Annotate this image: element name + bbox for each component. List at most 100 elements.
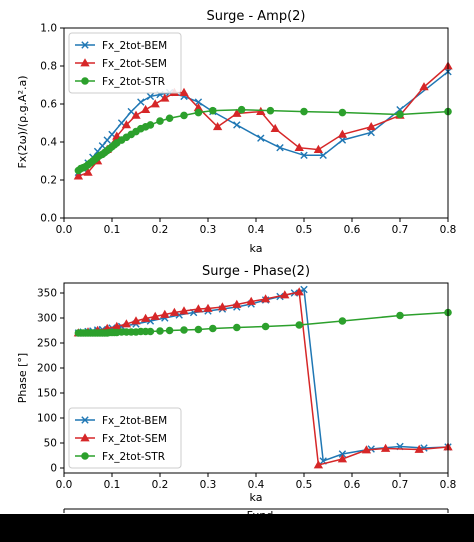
amp-data-point	[233, 121, 241, 129]
phase-ytick-label: 50	[44, 438, 57, 450]
phase-xtick-label: 0.0	[56, 479, 73, 491]
amp-legend-label: Fx_2tot-BEM	[102, 40, 167, 52]
amp-xtick-label: 0.4	[248, 224, 265, 236]
phase-ytick-label: 350	[37, 288, 57, 300]
phase-legend-label: Fx_2tot-SEM	[102, 433, 167, 445]
amp-data-point	[112, 131, 122, 140]
amp-series-fx_2tot-sem	[73, 61, 453, 180]
phase-data-point	[294, 287, 304, 296]
phase-data-point	[160, 309, 170, 318]
amp-ytick-label: 1.0	[40, 23, 57, 35]
amp-chart-frame	[63, 27, 449, 219]
phase-legend-label: Fx_2tot-BEM	[102, 415, 167, 427]
amp-xtick-label: 0.2	[152, 224, 169, 236]
amp-xtick-label: 0.0	[56, 224, 73, 236]
phase-data-point	[313, 460, 324, 469]
phase-chart-frame	[63, 282, 449, 474]
amp-data-point	[73, 171, 84, 180]
phase-chart: Surge - Phase(2) Phase [°] ka 0.0 0.1 0.2 0…	[16, 264, 456, 504]
amp-xtick-label: 0.5	[296, 224, 313, 236]
amp-data-point	[294, 142, 304, 152]
phase-data-point	[380, 443, 391, 452]
phase-xtick-label: 0.3	[200, 479, 217, 491]
phase-data-point	[179, 306, 189, 315]
amp-series-fx_2tot-str	[74, 105, 452, 175]
amp-ytick-label: 0.8	[40, 61, 57, 73]
phase-data-point	[209, 324, 217, 333]
phase-xtick-label: 0.8	[440, 479, 457, 491]
phase-ytick-label: 250	[37, 338, 57, 350]
amp-legend: Fx_2tot-BEM Fx_2tot-SEM Fx_2tot-STR	[68, 32, 182, 94]
phase-ytick-label: 100	[37, 413, 57, 425]
amp-data-point	[150, 99, 160, 108]
phase-data-point	[203, 303, 213, 312]
amp-xtick-label: 0.6	[344, 224, 361, 236]
phase-xtick-label: 0.5	[296, 479, 313, 491]
amp-ytick-label: 0.6	[40, 99, 57, 111]
amp-data-point	[194, 108, 203, 117]
amp-ytick-label: 0.0	[40, 213, 57, 225]
amp-data-point	[276, 144, 284, 152]
phase-data-point	[131, 316, 141, 325]
phase-data-point	[338, 450, 347, 458]
amp-data-point	[232, 108, 242, 117]
phase-chart-xlabel: ka	[250, 491, 263, 504]
amp-ytick-label: 0.4	[40, 137, 57, 149]
amp-data-point	[146, 121, 155, 129]
phase-data-point	[232, 299, 242, 308]
phase-ytick-label: 300	[37, 313, 57, 325]
amp-data-point	[313, 144, 324, 153]
amp-data-point	[160, 93, 170, 102]
amp-legend-label: Fx_2tot-SEM	[102, 58, 167, 70]
amp-data-point	[338, 108, 347, 117]
phase-data-point	[150, 311, 160, 320]
phase-xtick-label: 0.7	[392, 479, 409, 491]
phase-data-point	[280, 290, 290, 299]
amp-data-point	[127, 107, 135, 116]
phase-data-point	[193, 304, 204, 313]
amp-chart: Surge - Amp(2) Fx(2ω)/(ρ.g.A².a) ka 0.0 0…	[16, 9, 456, 255]
amp-xtick-label: 0.3	[200, 224, 217, 236]
amp-chart-ylabel: Fx(2ω)/(ρ.g.A².a)	[16, 75, 29, 168]
phase-data-point	[338, 317, 347, 325]
phase-data-point	[396, 311, 404, 320]
footer-bar	[0, 514, 474, 542]
amp-data-point	[338, 136, 347, 144]
amp-data-point	[179, 87, 189, 96]
amp-xtick-label: 0.1	[104, 224, 121, 236]
amp-data-point	[212, 121, 223, 131]
phase-chart-title: Surge - Phase(2)	[202, 264, 310, 279]
amp-chart-title: Surge - Amp(2)	[206, 9, 305, 24]
phase-data-point	[169, 307, 180, 316]
phase-data-point	[180, 326, 188, 334]
phase-legend-marker	[81, 416, 89, 424]
amp-legend-marker	[81, 77, 89, 85]
phase-series-fx_2tot-str	[74, 308, 452, 337]
phase-xtick-label: 0.6	[344, 479, 361, 491]
amp-legend-marker	[81, 41, 89, 49]
phase-legend-box	[68, 407, 182, 469]
phase-legend-marker	[81, 452, 89, 460]
amp-data-point	[131, 110, 141, 119]
phase-data-point	[146, 327, 155, 336]
phase-data-point	[414, 444, 424, 453]
amp-data-point	[257, 134, 265, 142]
amp-data-point	[83, 167, 93, 176]
amp-data-point	[156, 117, 164, 125]
amp-data-point	[121, 120, 132, 129]
phase-data-point	[337, 454, 348, 463]
phase-ytick-label: 150	[37, 388, 57, 400]
amp-xtick-label: 0.7	[392, 224, 409, 236]
amp-data-point	[367, 128, 375, 137]
phase-legend: Fx_2tot-BEM Fx_2tot-SEM Fx_2tot-STR	[68, 407, 182, 469]
amp-data-point	[209, 106, 217, 115]
phase-data-point	[260, 294, 271, 303]
amp-data-point	[419, 82, 429, 91]
amp-data-point	[194, 98, 203, 106]
phase-data-point	[194, 325, 203, 334]
amp-data-point	[237, 105, 246, 114]
amp-data-point	[300, 107, 308, 116]
phase-xtick-label: 0.2	[152, 479, 169, 491]
amp-data-point	[146, 92, 155, 101]
phase-chart-ylabel: Phase [°]	[16, 353, 29, 403]
